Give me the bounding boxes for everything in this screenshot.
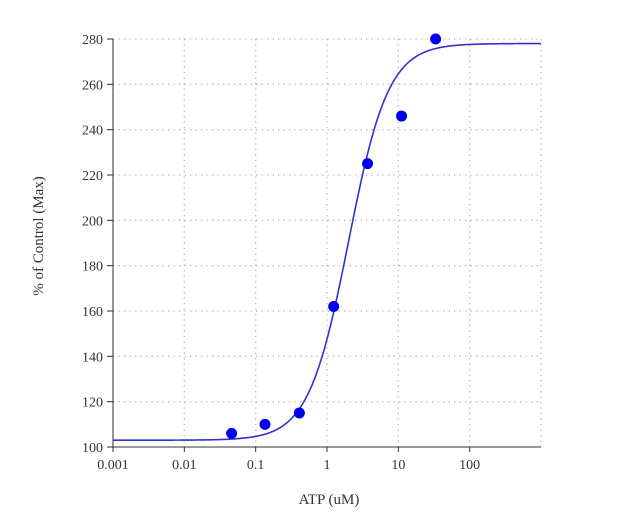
y-tick-label: 260: [82, 78, 103, 93]
data-point: [259, 418, 271, 430]
x-tick-label: 0.01: [172, 458, 197, 473]
y-tick-label: 100: [82, 441, 103, 456]
x-axis-ticks: 0.001 0.01 0.1 1 10 100: [97, 447, 480, 473]
data-point: [362, 158, 374, 170]
x-axis-label: ATP (uM): [299, 492, 360, 508]
y-tick-label: 280: [82, 33, 103, 48]
grid-lines: [112, 38, 542, 447]
x-tick-label: 1: [324, 458, 331, 473]
data-point: [430, 33, 442, 45]
y-tick-label: 240: [82, 124, 103, 139]
data-point: [328, 300, 340, 312]
data-point: [226, 427, 238, 439]
y-tick-label: 120: [82, 396, 103, 411]
x-tick-label: 100: [459, 458, 480, 473]
y-tick-label: 160: [82, 305, 103, 320]
y-axis-ticks: 100 120 140 160 180 200 220 240 260 280: [82, 33, 113, 456]
y-tick-label: 180: [82, 260, 103, 275]
data-point: [396, 110, 408, 122]
x-tick-label: 10: [391, 458, 405, 473]
y-axis-label: % of Control (Max): [31, 176, 47, 296]
y-tick-label: 220: [82, 169, 103, 184]
data-points: [226, 33, 442, 439]
y-tick-label: 200: [82, 214, 103, 229]
data-point: [293, 407, 305, 419]
x-tick-label: 0.001: [97, 458, 129, 473]
x-tick-label: 0.1: [247, 458, 265, 473]
y-tick-label: 140: [82, 350, 103, 365]
fit-curve: [113, 42, 541, 441]
